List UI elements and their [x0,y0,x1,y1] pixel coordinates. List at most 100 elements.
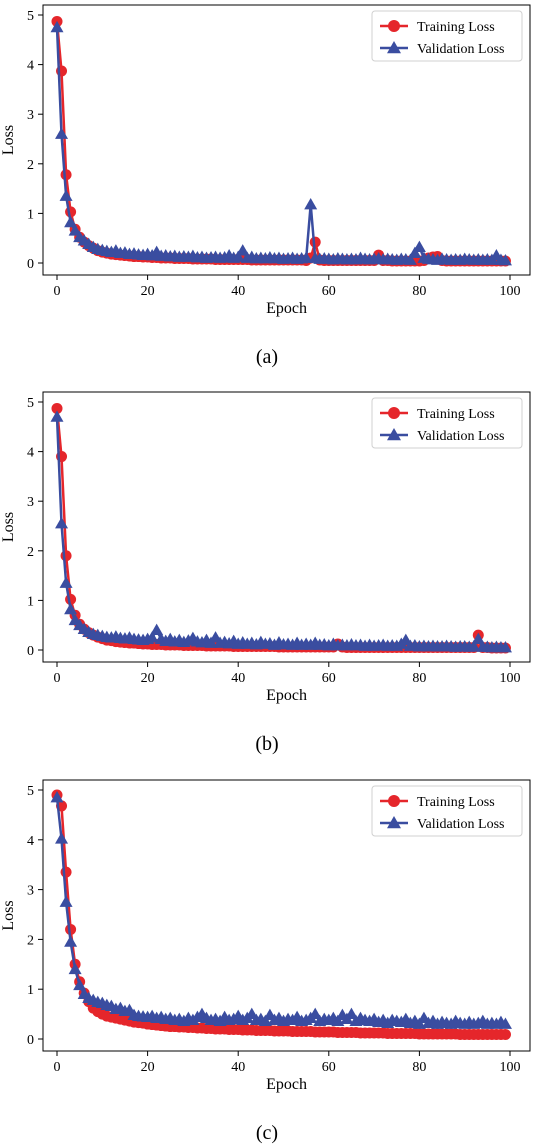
data-point [59,576,73,588]
data-point [73,978,87,991]
x-tick-label: 60 [322,671,336,686]
x-tick-label: 60 [322,1060,336,1075]
legend-marker [387,428,401,441]
chart-panel-b: 0 20 40 60 80 100 0 1 2 3 4 5 Epoch Loss Training Loss… [0,391,531,755]
data-point [498,254,512,266]
y-tick-label: 0 [27,644,34,659]
data-point [412,1017,426,1029]
x-tick-label: 80 [412,1060,426,1075]
data-point [304,197,318,210]
x-tick-label: 100 [500,671,521,686]
legend-box [371,397,523,449]
data-point [467,640,481,652]
data-point [145,631,159,643]
data-point [59,189,73,201]
data-point [55,517,69,529]
x-tick-label: 0 [54,284,61,299]
data-point [50,410,64,422]
x-axis-label: Epoch [266,687,307,704]
x-tick-label: 40 [231,1060,245,1075]
y-tick-label: 0 [27,1033,34,1048]
y-tick-label: 3 [27,108,34,123]
y-axis-label: Loss [0,900,17,930]
plot-frame [42,391,531,663]
legend: Training Loss Validation Loss [371,785,523,837]
data-point [55,127,69,139]
x-axis-label: Epoch [266,1076,307,1093]
y-tick-label: 3 [27,495,34,510]
y-tick-label: 3 [27,884,34,899]
data-point [60,169,72,181]
y-tick-label: 5 [27,396,34,411]
legend-marker [387,41,401,54]
y-tick-label: 4 [27,834,34,849]
plot-frame [42,779,531,1052]
legend: Training Loss Validation Loss [371,10,523,62]
y-axis-label: Loss [0,512,17,542]
data-point [60,866,72,878]
data-point [258,1014,272,1026]
legend-label: Validation Loss [417,429,505,444]
data-point [64,935,78,947]
legend-label: Training Loss [417,20,495,35]
series-training-loss [51,789,511,1041]
data-point [150,623,164,636]
legend-box [371,785,523,837]
x-tick-label: 100 [500,284,521,299]
data-point [499,1029,511,1041]
y-tick-label: 4 [27,446,34,461]
chart-panel-a: 0 20 40 60 80 100 0 1 2 3 4 5 Epoch Loss Training Loss… [0,4,531,368]
legend-label: Validation Loss [417,817,505,832]
panel-caption: (a) [256,346,278,368]
data-point [50,790,64,803]
legend-marker [388,20,400,32]
data-point [498,1017,512,1029]
y-tick-label: 4 [27,59,34,74]
legend-marker [387,816,401,829]
y-axis-label: Loss [0,125,17,155]
plot-frame [42,4,531,276]
data-point [59,895,73,907]
y-tick-label: 1 [27,594,34,609]
x-tick-label: 40 [231,671,245,686]
y-tick-label: 0 [27,257,34,272]
series-validation-loss [50,410,512,653]
y-tick-label: 5 [27,784,34,799]
data-point [64,602,78,615]
panel-caption: (b) [255,733,278,755]
y-tick-label: 5 [27,9,34,24]
data-point [471,632,485,644]
data-point [299,251,313,263]
panel-caption: (c) [256,1122,278,1144]
data-point [64,215,78,228]
data-point [68,224,82,236]
x-tick-label: 0 [54,1060,61,1075]
x-tick-label: 80 [412,671,426,686]
legend-marker [388,407,400,419]
x-axis-label: Epoch [266,300,307,317]
x-tick-label: 20 [141,1060,155,1075]
legend-label: Training Loss [417,407,495,422]
y-tick-label: 1 [27,983,34,998]
data-point [50,20,64,33]
chart-panel-c: 0 20 40 60 80 100 0 1 2 3 4 5 Epoch Loss Training Loss… [0,779,531,1144]
y-tick-label: 2 [27,545,34,560]
x-tick-label: 0 [54,671,61,686]
data-point [408,246,422,258]
x-tick-label: 40 [231,284,245,299]
y-tick-label: 2 [27,933,34,948]
series-validation-loss [50,20,512,266]
series-line [55,416,506,649]
x-tick-label: 20 [141,671,155,686]
x-tick-label: 60 [322,284,336,299]
legend-label: Validation Loss [417,42,505,57]
legend-box [371,10,523,62]
x-tick-label: 100 [500,1060,521,1075]
legend: Training Loss Validation Loss [371,397,523,449]
data-point [55,832,69,844]
data-point [403,253,417,265]
data-point [231,250,245,262]
y-tick-label: 1 [27,207,34,222]
series-validation-loss [50,790,512,1029]
